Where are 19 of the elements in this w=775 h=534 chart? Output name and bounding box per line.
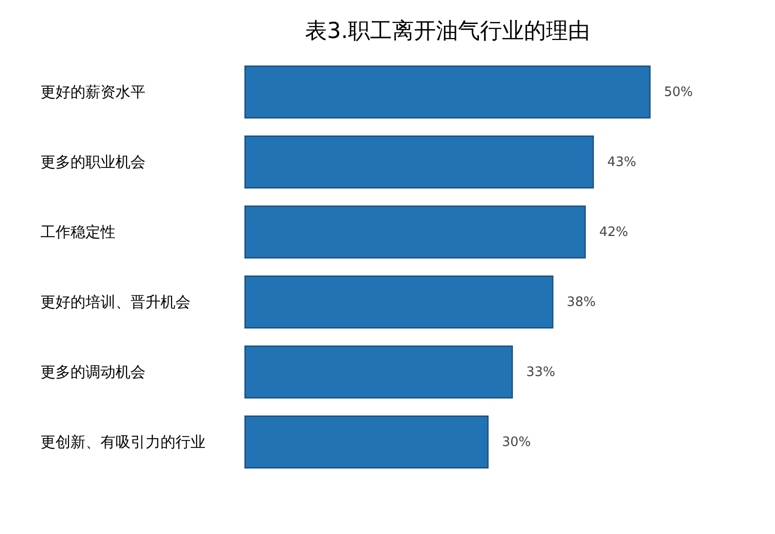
chart-title: 表3.职工离开油气行业的理由 xyxy=(305,19,590,44)
data-label: 43% xyxy=(607,155,636,170)
y-tick-label: 更多的职业机会 xyxy=(40,153,146,171)
y-tick-label: 更好的培训、晋升机会 xyxy=(40,293,190,311)
data-label: 30% xyxy=(502,435,531,450)
bar xyxy=(244,416,489,468)
bar xyxy=(244,206,586,258)
data-label: 33% xyxy=(526,365,556,380)
y-tick-label: 更好的薪资水平 xyxy=(40,83,146,101)
data-label: 38% xyxy=(566,295,596,310)
bar xyxy=(244,136,594,188)
y-tick-label: 更创新、有吸引力的行业 xyxy=(40,433,206,451)
y-tick-label: 更多的调动机会 xyxy=(40,363,146,381)
y-tick-label: 工作稳定性 xyxy=(40,223,116,241)
data-label: 50% xyxy=(664,85,693,100)
bar xyxy=(244,346,513,398)
bar xyxy=(244,66,651,118)
bar xyxy=(244,276,554,328)
data-label: 42% xyxy=(599,225,628,240)
